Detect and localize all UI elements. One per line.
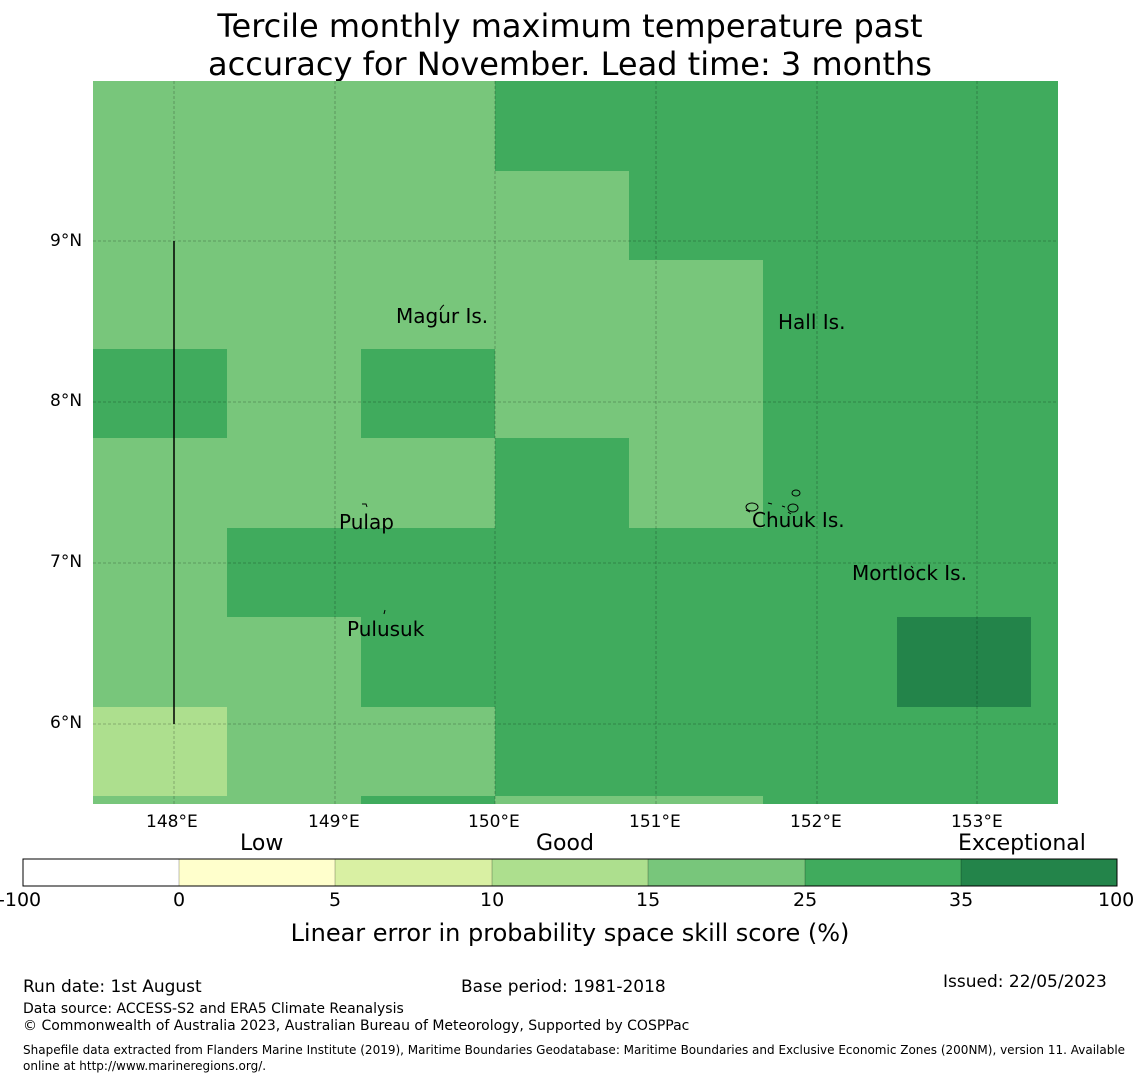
chart-title-line-2: accuracy for November. Lead time: 3 mont…	[208, 45, 932, 83]
skill-cell	[361, 349, 495, 438]
skill-cell	[227, 528, 1058, 617]
gridlines	[93, 81, 1058, 804]
skill-cell	[495, 707, 1058, 796]
base-period: Base period: 1981-2018	[461, 977, 666, 997]
lon-tick: 151°E	[629, 812, 681, 832]
colorbar-tick: -100	[0, 889, 42, 911]
place-label-chuuk: Chuuk Is.	[752, 508, 845, 532]
colorbar-segment	[335, 859, 492, 886]
skill-cell	[629, 171, 1058, 260]
place-label-mortlock: Mortlock Is.	[852, 561, 967, 585]
colorbar-segment	[492, 859, 648, 886]
place-label-pulap: Pulap	[339, 510, 394, 534]
skill-cell	[361, 796, 495, 804]
colorbar-label: Linear error in probability space skill …	[290, 919, 850, 947]
skill-cell	[93, 349, 227, 438]
colorbar-segment	[648, 859, 805, 886]
skill-cell	[897, 617, 1031, 707]
issued-date: Issued: 22/05/2023	[943, 972, 1107, 992]
lat-tick: 8°N	[50, 391, 83, 411]
lon-tick: 149°E	[308, 812, 360, 832]
colorbar-segment	[805, 859, 961, 886]
colorbar-tick: 15	[636, 889, 661, 911]
lon-tick: 153°E	[951, 812, 1003, 832]
island-outlines	[362, 304, 914, 615]
skill-cell	[495, 438, 629, 528]
shapefile-credit: Shapefile data extracted from Flanders M…	[23, 1043, 1126, 1073]
place-label-magur: Magur Is.	[396, 304, 488, 328]
copyright: © Commonwealth of Australia 2023, Austra…	[23, 1018, 690, 1034]
colorbar-tick: 10	[480, 889, 505, 911]
colorbar-tick: 5	[329, 889, 342, 911]
data-source: Data source: ACCESS-S2 and ERA5 Climate …	[23, 1001, 404, 1017]
place-label-hall: Hall Is.	[778, 310, 845, 334]
colorbar	[22, 858, 1118, 887]
colorbar-segment	[179, 859, 335, 886]
colorbar-tick: 35	[949, 889, 974, 911]
colorbar-heading-low: Low	[240, 831, 284, 856]
lon-tick: 148°E	[146, 812, 198, 832]
lat-tick: 6°N	[50, 713, 83, 733]
colorbar-heading-exceptional: Exceptional	[958, 831, 1086, 856]
skill-cell	[93, 707, 227, 796]
colorbar-tick: 100	[1098, 889, 1135, 911]
lon-tick: 152°E	[790, 812, 842, 832]
skill-cell	[763, 796, 1058, 804]
place-label-pulusuk: Pulusuk	[347, 617, 425, 641]
lat-tick: 9°N	[50, 231, 83, 251]
skill-cell	[495, 81, 1058, 171]
colorbar-segment	[961, 859, 1117, 886]
colorbar-tick: 0	[173, 889, 186, 911]
colorbar-tick: 25	[793, 889, 818, 911]
run-date: Run date: 1st August	[23, 977, 202, 997]
colorbar-heading-good: Good	[536, 831, 594, 856]
chart-title-line-1: Tercile monthly maximum temperature past	[217, 7, 923, 45]
colorbar-segment	[23, 859, 179, 886]
lon-tick: 150°E	[468, 812, 520, 832]
lat-tick: 7°N	[50, 552, 83, 572]
skill-cell	[763, 260, 1058, 528]
